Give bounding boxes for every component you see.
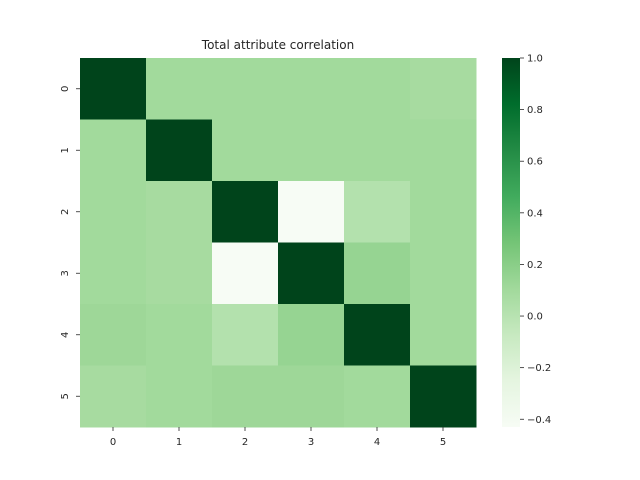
heatmap-cell-3-5 <box>410 242 477 305</box>
heatmap-cell-2-5 <box>410 181 477 243</box>
heatmap-cell-3-2 <box>212 242 279 305</box>
heatmap-cell-4-1 <box>146 304 213 366</box>
y-tick-label-0: 0 <box>60 86 71 92</box>
heatmap-cell-0-2 <box>212 58 279 120</box>
x-tick-label-1: 1 <box>176 437 182 448</box>
colorbar <box>502 58 520 427</box>
x-tick-label-3: 3 <box>308 437 314 448</box>
heatmap-cell-5-5 <box>410 365 477 428</box>
colorbar-tick-label-1: 0.8 <box>527 105 543 116</box>
heatmap-cell-5-1 <box>146 365 213 428</box>
heatmap-cell-4-4 <box>344 304 411 366</box>
heatmap-cell-0-4 <box>344 58 411 120</box>
colorbar-tick-label-6: −0.2 <box>527 363 551 374</box>
heatmap-cell-1-4 <box>344 119 411 182</box>
heatmap-cell-5-2 <box>212 365 279 428</box>
heatmap-cell-2-4 <box>344 181 411 243</box>
heatmap-cell-1-2 <box>212 119 279 182</box>
heatmap-cells <box>80 58 477 428</box>
heatmap-cell-3-1 <box>146 242 213 305</box>
heatmap-cell-4-2 <box>212 304 279 366</box>
heatmap-cell-1-0 <box>80 119 147 182</box>
heatmap-cell-5-3 <box>278 365 345 428</box>
heatmap-cell-5-4 <box>344 365 411 428</box>
colorbar-tick-label-0: 1.0 <box>527 54 543 65</box>
heatmap-cell-1-5 <box>410 119 477 182</box>
heatmap-cell-1-3 <box>278 119 345 182</box>
heatmap-cell-0-1 <box>146 58 213 120</box>
y-axis: 0 1 2 3 4 5 <box>60 86 80 399</box>
heatmap-cell-3-3 <box>278 242 345 305</box>
colorbar-tick-label-2: 0.6 <box>527 157 543 168</box>
heatmap-cell-0-3 <box>278 58 345 120</box>
colorbar-tick-label-7: −0.4 <box>527 415 551 426</box>
heatmap-cell-4-3 <box>278 304 345 366</box>
x-tick-label-0: 0 <box>110 437 116 448</box>
colorbar-ticks: 1.0 0.8 0.6 0.4 0.2 0.0 −0.2 −0.4 <box>520 54 551 426</box>
heatmap-cell-4-5 <box>410 304 477 366</box>
y-tick-label-4: 4 <box>60 332 71 338</box>
y-tick-label-1: 1 <box>60 147 71 153</box>
y-tick-label-5: 5 <box>60 393 71 399</box>
x-tick-label-5: 5 <box>440 437 446 448</box>
colorbar-tick-label-3: 0.4 <box>527 208 543 219</box>
colorbar-tick-label-4: 0.2 <box>527 260 543 271</box>
chart-title: Total attribute correlation <box>201 38 354 52</box>
heatmap-cell-4-0 <box>80 304 147 366</box>
heatmap-cell-5-0 <box>80 365 147 428</box>
heatmap-cell-3-0 <box>80 242 147 305</box>
y-tick-label-2: 2 <box>60 209 71 215</box>
x-tick-label-2: 2 <box>242 437 248 448</box>
heatmap-cell-0-5 <box>410 58 477 120</box>
x-axis: 0 1 2 3 4 5 <box>110 427 446 448</box>
heatmap-cell-0-0 <box>80 58 147 120</box>
heatmap-cell-2-0 <box>80 181 147 243</box>
heatmap-cell-3-4 <box>344 242 411 305</box>
x-tick-label-4: 4 <box>374 437 380 448</box>
colorbar-tick-label-5: 0.0 <box>527 312 543 323</box>
heatmap-cell-2-2 <box>212 181 279 243</box>
heatmap-cell-2-1 <box>146 181 213 243</box>
y-tick-label-3: 3 <box>60 270 71 276</box>
heatmap-cell-2-3 <box>278 181 345 243</box>
heatmap-cell-1-1 <box>146 119 213 182</box>
